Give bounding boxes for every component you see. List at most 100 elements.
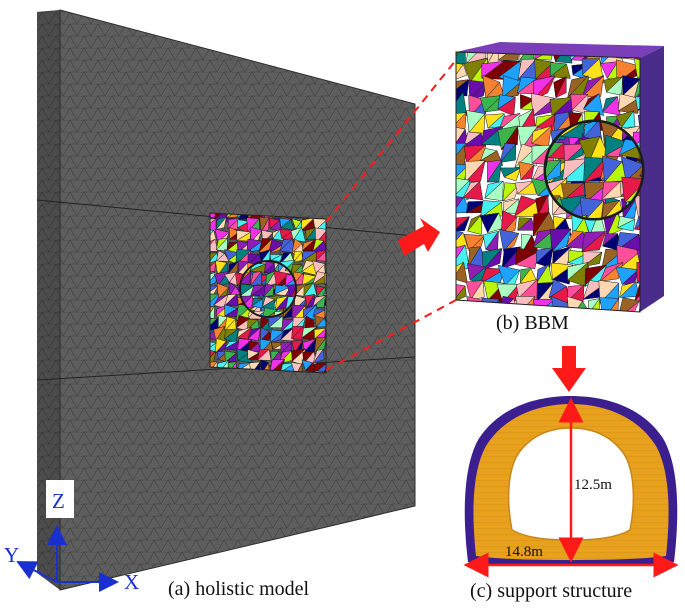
mesh-element: [633, 58, 640, 80]
mesh-element: [555, 76, 567, 99]
mesh-element: [247, 326, 261, 342]
mesh-element: [324, 304, 326, 322]
mesh-element: [224, 352, 237, 363]
height-dimension-label: 12.5m: [574, 477, 612, 493]
mesh-element: [470, 314, 488, 338]
mesh-element: [210, 238, 218, 252]
mesh-element: [585, 331, 605, 348]
holistic-tunnel-sphere: [239, 260, 297, 318]
mesh-element: [636, 247, 640, 267]
mesh-element: [210, 304, 215, 320]
mesh-element: [531, 125, 553, 148]
mesh-element: [250, 298, 263, 309]
mesh-element: [214, 340, 227, 354]
mesh-element: [546, 159, 562, 183]
mesh-element: [581, 230, 607, 252]
mesh-element: [601, 315, 622, 335]
mesh-element: [616, 218, 636, 232]
mesh-element: [467, 213, 482, 235]
mesh-element: [468, 337, 485, 353]
mesh-element: [637, 330, 655, 347]
mesh-element: [223, 293, 238, 307]
mesh-element: [324, 262, 326, 276]
mesh-element: [620, 335, 637, 356]
mesh-element: [636, 261, 640, 284]
mesh-element: [566, 318, 588, 335]
mesh-element: [605, 76, 623, 96]
mesh-element: [497, 52, 522, 61]
mesh-element: [306, 293, 315, 309]
mesh-element: [637, 330, 655, 355]
mesh-element: [263, 263, 276, 274]
mesh-element: [633, 195, 640, 220]
mesh-element: [314, 370, 326, 373]
coordinate-axes: Z X Y: [4, 480, 139, 594]
y-axis-label: Y: [4, 543, 19, 567]
mesh-element: [323, 296, 326, 309]
mesh-element: [617, 300, 640, 312]
mesh-element: [262, 284, 275, 298]
bbm-tunnel-sphere: [543, 119, 645, 221]
mesh-element: [280, 218, 295, 231]
mesh-element: [582, 315, 605, 336]
mesh-element: [468, 334, 483, 350]
mesh-element: [449, 320, 467, 330]
bbm-block: [449, 42, 674, 356]
mesh-element: [292, 226, 306, 243]
mesh-element: [653, 314, 667, 330]
mesh-element: [653, 314, 667, 332]
mesh-element: [292, 251, 303, 263]
z-axis-label-box: [46, 480, 74, 518]
mesh-element: [215, 237, 228, 252]
mesh-element: [604, 333, 623, 353]
mesh-element: [602, 297, 620, 312]
mesh-element: [470, 300, 487, 312]
mesh-element: [585, 336, 606, 352]
mesh-element: [462, 180, 484, 201]
holistic-layer-line-2: [36, 356, 416, 381]
mesh-element: [633, 315, 656, 337]
mesh-element: [482, 247, 503, 271]
mesh-element: [249, 270, 262, 287]
mesh-element: [312, 348, 325, 364]
mesh-element: [601, 181, 622, 200]
mesh-element: [633, 278, 640, 303]
holistic-model: [36, 9, 416, 591]
mesh-element: [456, 52, 466, 65]
mesh-element: [315, 317, 326, 328]
mesh-element: [451, 321, 470, 338]
mesh-element: [324, 270, 326, 286]
arrow-down: [552, 346, 586, 392]
mesh-element: [634, 315, 656, 337]
mesh-element: [549, 63, 571, 79]
mesh-element: [521, 337, 533, 355]
y-axis: [16, 561, 58, 583]
mesh-element: [456, 285, 467, 303]
mesh-element: [581, 74, 605, 98]
mesh-element: [487, 212, 505, 234]
holistic-side-face: [37, 10, 60, 590]
bbm-right-face: [640, 46, 664, 312]
mesh-element: [210, 350, 217, 364]
mesh-element: [655, 335, 673, 354]
mesh-element: [620, 335, 639, 355]
mesh-element: [210, 341, 218, 354]
mesh-element: [236, 231, 252, 242]
holistic-front-face: [59, 9, 416, 591]
caption-holistic-model: (a) holistic model: [168, 578, 310, 600]
zoom-line-bottom: [325, 299, 457, 371]
mesh-element: [470, 279, 485, 300]
mesh-element: [560, 122, 586, 139]
mesh-element: [635, 96, 640, 111]
z-axis-label: Z: [52, 489, 65, 513]
x-axis-label: X: [124, 570, 139, 594]
mesh-element: [655, 335, 674, 354]
bbm-front-face: [455, 51, 641, 313]
mesh-element: [270, 254, 283, 262]
mesh-element: [621, 315, 634, 336]
arrow-right: [398, 218, 440, 256]
mesh-element: [621, 320, 638, 335]
mesh-element: [315, 249, 326, 262]
mesh-element: [289, 283, 295, 300]
